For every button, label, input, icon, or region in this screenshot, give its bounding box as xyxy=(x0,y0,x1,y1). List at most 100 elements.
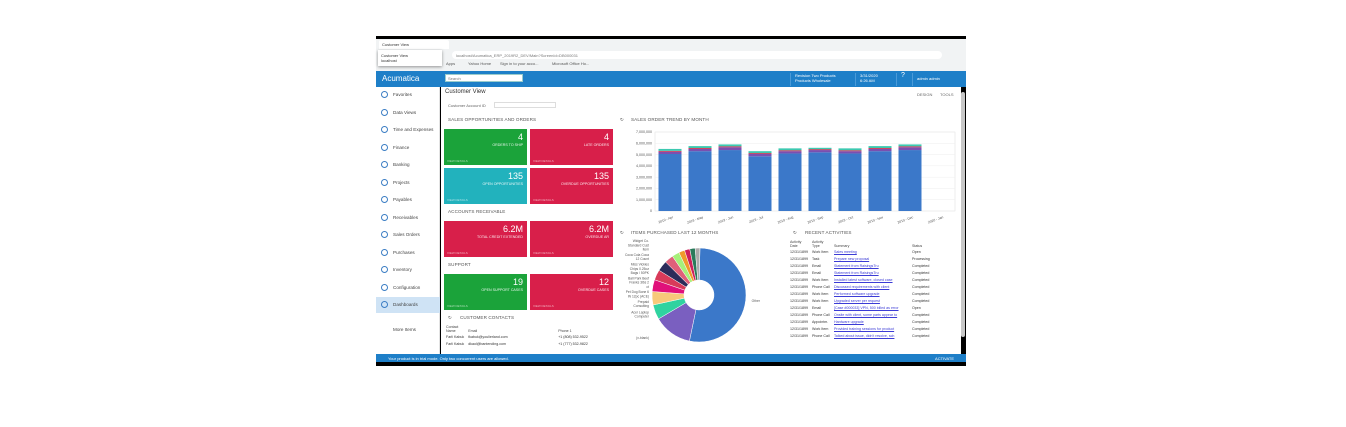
activity-link[interactable]: Onsite with client, some parts appear to xyxy=(834,312,898,317)
sidebar-item[interactable]: Configuration xyxy=(376,280,440,296)
kpi-tile[interactable]: 135 OPEN OPPORTUNITIES VIEW DETAILS xyxy=(444,168,527,204)
date-selector[interactable]: 3/31/2020 6:26 AM xyxy=(855,73,878,86)
bar-segment[interactable] xyxy=(688,148,712,152)
bar-segment[interactable] xyxy=(808,150,832,153)
sidebar-item[interactable]: Sales Orders xyxy=(376,227,440,243)
summary-link[interactable]: Hardware upgrade xyxy=(832,318,910,325)
tile-details-link[interactable]: VIEW DETAILS xyxy=(533,251,554,255)
address-bar[interactable]: localhost/Acumatica_ERP_2019R2_DEV/Main?… xyxy=(452,51,942,59)
bar-segment[interactable] xyxy=(718,146,742,148)
logo[interactable]: Acumatica xyxy=(382,74,420,83)
activity-link[interactable]: Installed latest software, closed case xyxy=(834,277,893,282)
bookmark[interactable]: Sign in to your acco... xyxy=(500,61,539,66)
bar-segment[interactable] xyxy=(868,148,892,149)
sidebar-item[interactable]: Purchases xyxy=(376,245,440,261)
summary-link[interactable]: Sales meeting xyxy=(832,248,910,255)
activity-link[interactable]: Upgraded server per request xyxy=(834,298,880,303)
refresh-icon[interactable]: ↻ xyxy=(448,315,452,320)
summary-link[interactable]: Performed software upgrade xyxy=(832,290,910,297)
tile-details-link[interactable]: VIEW DETAILS xyxy=(447,304,468,308)
activity-link[interactable]: Sales meeting xyxy=(834,249,857,254)
bar-segment[interactable] xyxy=(898,150,922,211)
kpi-tile[interactable]: 135 OVERDUE OPPORTUNITIES VIEW DETAILS xyxy=(530,168,613,204)
bar-segment[interactable] xyxy=(688,146,712,149)
pie-slice[interactable] xyxy=(694,247,701,281)
summary-link[interactable]: Discussed requirements with client xyxy=(832,283,910,290)
refresh-icon[interactable]: ↻ xyxy=(793,230,797,235)
activity-link[interactable]: Statement from RaisingsTru xyxy=(834,270,879,275)
scrollbar[interactable] xyxy=(961,92,965,337)
tile-details-link[interactable]: VIEW DETAILS xyxy=(533,304,554,308)
sidebar-more-items[interactable]: More Items xyxy=(393,327,416,332)
browser-tab[interactable]: Customer View xyxy=(379,40,449,49)
bar-segment[interactable] xyxy=(838,150,862,152)
bar-segment[interactable] xyxy=(718,147,742,151)
summary-link[interactable]: Prepare new proposal xyxy=(832,255,910,262)
activity-link[interactable]: Prepare new proposal xyxy=(834,256,870,261)
summary-link[interactable]: Upgraded server per request xyxy=(832,297,910,304)
pie-slice[interactable] xyxy=(689,247,747,343)
bar-segment[interactable] xyxy=(778,148,802,151)
summary-link[interactable]: [Case #000033] VPN, 500 billed as error xyxy=(832,304,910,311)
bar-segment[interactable] xyxy=(658,154,682,211)
bar-segment[interactable] xyxy=(808,152,832,211)
kpi-tile[interactable]: 4 ORDERS TO SHIP VIEW DETAILS xyxy=(444,129,527,165)
tile-details-link[interactable]: VIEW DETAILS xyxy=(447,251,468,255)
tools-button[interactable]: TOOLS xyxy=(940,92,954,97)
sidebar-item[interactable]: Data Views xyxy=(376,105,440,121)
bar-segment[interactable] xyxy=(898,144,922,147)
summary-link[interactable]: Onsite with client, some parts appear to xyxy=(832,311,910,318)
bar-segment[interactable] xyxy=(718,150,742,211)
user-menu[interactable]: admin admin xyxy=(912,73,940,86)
company-selector[interactable]: Revision Two Products Products Wholesale xyxy=(790,73,836,86)
customer-account-input[interactable] xyxy=(494,102,556,108)
bar-segment[interactable] xyxy=(778,150,802,152)
bar-segment[interactable] xyxy=(748,156,772,211)
activate-link[interactable]: ACTIVATE xyxy=(935,356,954,361)
help-icon[interactable]: ? xyxy=(896,72,905,86)
bar-segment[interactable] xyxy=(778,153,802,211)
bar-segment[interactable] xyxy=(838,153,862,211)
sidebar-item[interactable]: Favorites xyxy=(376,87,440,103)
search-input[interactable] xyxy=(445,74,523,82)
bar-segment[interactable] xyxy=(838,148,862,151)
sidebar-item[interactable]: Payables xyxy=(376,192,440,208)
kpi-tile[interactable]: 19 OPEN SUPPORT CASES VIEW DETAILS xyxy=(444,274,527,310)
bar-segment[interactable] xyxy=(838,151,862,154)
tile-details-link[interactable]: VIEW DETAILS xyxy=(533,159,554,163)
tile-details-link[interactable]: VIEW DETAILS xyxy=(447,159,468,163)
sidebar-item[interactable]: Inventory xyxy=(376,262,440,278)
bar-segment[interactable] xyxy=(898,147,922,151)
bar-segment[interactable] xyxy=(808,149,832,151)
sidebar-item[interactable]: Projects xyxy=(376,175,440,191)
bar-segment[interactable] xyxy=(688,151,712,211)
summary-link[interactable]: Talked about issue, didn't resolve, sch xyxy=(832,332,910,339)
activity-link[interactable]: Provided training sessions for product xyxy=(834,326,895,331)
bar-segment[interactable] xyxy=(808,147,832,150)
bar-segment[interactable] xyxy=(778,151,802,154)
activity-link[interactable]: Talked about issue, didn't resolve, sch xyxy=(834,333,895,338)
bar-segment[interactable] xyxy=(658,151,682,155)
bar-segment[interactable] xyxy=(898,146,922,148)
kpi-tile[interactable]: 6.2M OVERDUE AR VIEW DETAILS xyxy=(530,221,613,257)
refresh-icon[interactable]: ↻ xyxy=(620,230,624,235)
summary-link[interactable]: Provided training sessions for product xyxy=(832,325,910,332)
summary-link[interactable]: Statement from RaisingsTru xyxy=(832,262,910,269)
bar-segment[interactable] xyxy=(868,148,892,152)
sidebar-item[interactable]: Dashboards xyxy=(376,297,440,313)
bookmark[interactable]: Yahoo Home xyxy=(468,61,492,66)
sidebar-item[interactable]: Time and Expenses xyxy=(376,122,440,138)
bar-segment[interactable] xyxy=(658,148,682,151)
bar-segment[interactable] xyxy=(868,146,892,149)
tile-details-link[interactable]: VIEW DETAILS xyxy=(447,198,468,202)
kpi-tile[interactable]: 4 LATE ORDERS VIEW DETAILS xyxy=(530,129,613,165)
bar-segment[interactable] xyxy=(718,144,742,147)
activity-link[interactable]: Statement from RaisingsTru xyxy=(834,263,879,268)
design-button[interactable]: DESIGN xyxy=(917,92,933,97)
activity-link[interactable]: [Case #000033] VPN, 500 billed as error xyxy=(834,305,899,310)
activity-link[interactable]: Hardware upgrade xyxy=(834,319,864,324)
bar-segment[interactable] xyxy=(748,151,772,154)
summary-link[interactable]: Statement from RaisingsTru xyxy=(832,269,910,276)
activity-link[interactable]: Performed software upgrade xyxy=(834,291,880,296)
activity-link[interactable]: Discussed requirements with client xyxy=(834,284,890,289)
